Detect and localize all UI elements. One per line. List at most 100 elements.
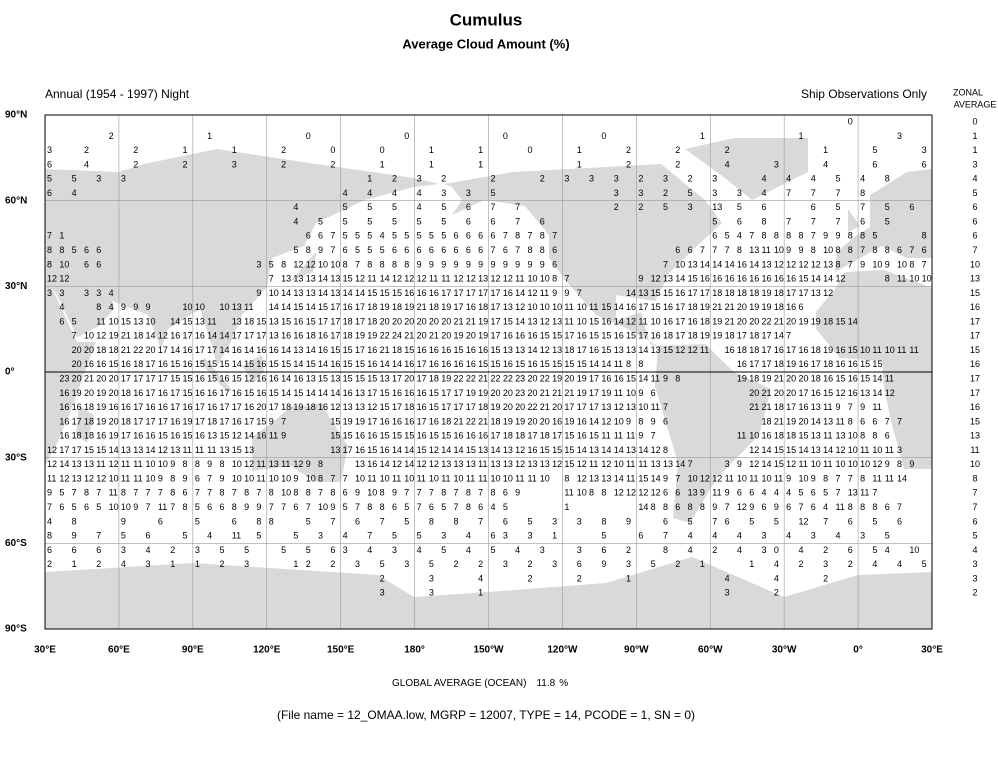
cell-value: 16 xyxy=(601,316,611,326)
cell-value: 17 xyxy=(330,316,340,326)
cell-value: 16 xyxy=(417,388,427,398)
cell-value: 1 xyxy=(749,559,754,569)
x-tick-label: 150°E xyxy=(327,645,355,656)
cell-value: 15 xyxy=(589,316,599,326)
cell-value: 15 xyxy=(540,359,550,369)
y-tick-label: 60°S xyxy=(5,538,27,549)
cell-value: 13 xyxy=(441,459,451,469)
cell-value: 18 xyxy=(503,431,513,441)
cell-value: 5 xyxy=(404,502,409,512)
cell-value: 12 xyxy=(614,488,624,498)
cell-value: 21 xyxy=(774,316,784,326)
cell-value: 20 xyxy=(527,388,537,398)
cell-value: 11 xyxy=(762,245,771,255)
cell-value: 4 xyxy=(72,188,77,198)
cell-value: 19 xyxy=(466,388,476,398)
zonal-value: 7 xyxy=(972,502,977,512)
cell-value: 9 xyxy=(786,245,791,255)
cell-value: 16 xyxy=(441,345,451,355)
cell-value: 3 xyxy=(811,531,816,541)
cell-value: 13 xyxy=(663,459,673,469)
zonal-value: 10 xyxy=(970,259,980,269)
cell-value: 13 xyxy=(454,459,464,469)
cell-value: 9 xyxy=(835,402,840,412)
cell-value: 15 xyxy=(552,445,562,455)
cell-value: 8 xyxy=(688,502,693,512)
cell-value: 2 xyxy=(626,159,631,169)
cell-value: 16 xyxy=(59,402,69,412)
cell-value: 14 xyxy=(515,288,525,298)
cell-value: 8 xyxy=(798,231,803,241)
cell-value: 6 xyxy=(491,531,496,541)
cell-value: 5 xyxy=(343,202,348,212)
cell-value: 9 xyxy=(909,459,914,469)
cell-value: 18 xyxy=(737,288,747,298)
cell-value: 7 xyxy=(146,502,151,512)
cell-value: 14 xyxy=(207,331,217,341)
cell-value: 15 xyxy=(860,374,870,384)
cell-value: 15 xyxy=(367,374,377,384)
cell-value: 2 xyxy=(614,202,619,212)
cell-value: 12 xyxy=(158,331,168,341)
cell-value: 14 xyxy=(712,259,722,269)
cell-value: 17 xyxy=(146,416,156,426)
cell-value: 14 xyxy=(170,345,180,355)
cell-value: 8 xyxy=(170,473,175,483)
cell-value: 15 xyxy=(774,459,784,469)
cell-value: 14 xyxy=(306,302,316,312)
cell-value: 16 xyxy=(256,359,266,369)
cell-value: 1 xyxy=(478,159,483,169)
cell-value: 16 xyxy=(281,331,291,341)
cell-value: 18 xyxy=(749,288,759,298)
cell-value: 15 xyxy=(330,431,340,441)
cell-value: 11 xyxy=(700,345,709,355)
cell-value: 15 xyxy=(688,274,698,284)
cell-value: 18 xyxy=(96,345,106,355)
cell-value: 12 xyxy=(515,302,525,312)
cell-value: 14 xyxy=(638,445,648,455)
cell-value: 8 xyxy=(183,502,188,512)
cell-value: 20 xyxy=(404,374,414,384)
cell-value: 6 xyxy=(392,502,397,512)
cell-value: 13 xyxy=(811,445,821,455)
cell-value: 18 xyxy=(306,402,316,412)
cell-value: 5 xyxy=(269,259,274,269)
cell-value: 17 xyxy=(786,345,796,355)
cell-value: 5 xyxy=(885,202,890,212)
continent xyxy=(848,209,860,232)
cell-value: 17 xyxy=(72,445,82,455)
cell-value: 15 xyxy=(404,345,414,355)
cell-value: 19 xyxy=(478,331,488,341)
cell-value: 15 xyxy=(589,431,599,441)
cell-value: 22 xyxy=(454,374,464,384)
cell-value: 16 xyxy=(835,359,845,369)
cell-value: 7 xyxy=(835,473,840,483)
cell-value: 11 xyxy=(651,374,660,384)
cell-value: 19 xyxy=(700,302,710,312)
cell-value: 16 xyxy=(737,274,747,284)
cell-value: 2 xyxy=(675,159,680,169)
cell-value: 1 xyxy=(367,174,372,184)
cell-value: 16 xyxy=(527,359,537,369)
cell-value: 6 xyxy=(503,488,508,498)
cell-value: 16 xyxy=(343,388,353,398)
cell-value: 17 xyxy=(330,331,340,341)
cell-value: 14 xyxy=(589,359,599,369)
cell-value: 6 xyxy=(72,545,77,555)
cell-value: 9 xyxy=(626,416,631,426)
cell-value: 6 xyxy=(417,245,422,255)
cell-value: 13 xyxy=(269,331,279,341)
cell-value: 10 xyxy=(577,302,587,312)
continent xyxy=(200,358,232,392)
cell-value: 12 xyxy=(491,274,501,284)
cell-value: 16 xyxy=(392,388,402,398)
cell-value: 14 xyxy=(491,445,501,455)
y-tick-label: 60°N xyxy=(5,195,27,206)
cell-value: 2 xyxy=(306,559,311,569)
cell-value: 5 xyxy=(441,545,446,555)
cell-value: 6 xyxy=(429,245,434,255)
cell-value: 0 xyxy=(527,145,532,155)
cell-value: 17 xyxy=(59,445,69,455)
cell-value: 20 xyxy=(72,345,82,355)
